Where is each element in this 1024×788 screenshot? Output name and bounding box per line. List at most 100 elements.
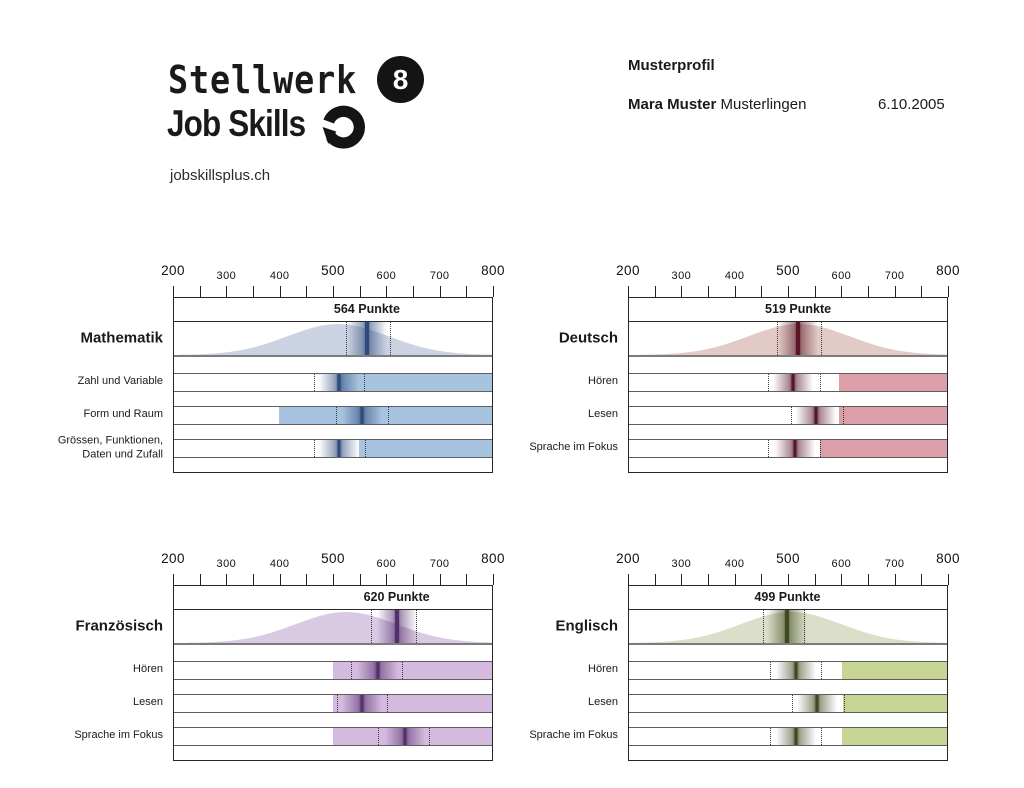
confidence-upper-line [402, 662, 404, 679]
axis-ticks [628, 286, 949, 297]
score-line [791, 374, 795, 391]
label-gutter: Deutsch Hören Lesen Sprache im Fokus [508, 297, 620, 473]
skill-bar-row [629, 727, 947, 746]
badge-8-label: 8 [392, 63, 409, 95]
skill-bar-row [174, 373, 492, 392]
confidence-upper-line [387, 407, 389, 424]
axis-tick-label: 200 [161, 551, 185, 566]
spacer [174, 425, 492, 439]
axis-tick-label: 300 [216, 558, 237, 570]
label-gutter: Mathematik Zahl und Variable Form und Ra… [53, 297, 165, 473]
axis-tick-label: 400 [269, 558, 290, 570]
confidence-upper-line [386, 695, 388, 712]
spacer [174, 713, 492, 727]
bell-curve [187, 611, 492, 643]
score-line [360, 695, 364, 712]
chart-box: 519 Punkte [628, 297, 948, 473]
panel-mathematik: Mathematik Zahl und Variable Form und Ra… [53, 262, 504, 473]
spacer [629, 357, 947, 373]
axis-tick-label: 800 [481, 263, 505, 278]
axis-ticks [173, 286, 494, 297]
axis-tick-label: 800 [936, 263, 960, 278]
spacer [629, 392, 947, 406]
score-line [376, 662, 380, 679]
score-line [337, 440, 341, 457]
score-band [337, 374, 492, 391]
skill-label: Sprache im Fokus [74, 729, 163, 742]
confidence-lower-line [336, 695, 338, 712]
score-label: 519 Punkte [765, 302, 832, 316]
spacer [629, 645, 947, 661]
person-line: Mara Muster Musterlingen [628, 96, 806, 113]
distribution-row [629, 322, 947, 357]
confidence-lower-line [777, 322, 779, 355]
axis-tick-label: 400 [269, 270, 290, 282]
skill-bar-row [174, 727, 492, 746]
score-line [364, 322, 369, 355]
score-label: 620 Punkte [363, 590, 430, 604]
confidence-upper-line [415, 610, 417, 643]
skill-label: Form und Raum [83, 408, 163, 421]
score-line [785, 610, 790, 643]
axis-tick-label: 500 [776, 263, 800, 278]
score-line [360, 407, 364, 424]
subject-title: Englisch [555, 617, 618, 635]
spacer [629, 680, 947, 694]
axis-tick-label: 300 [671, 270, 692, 282]
score-header-row: 519 Punkte [629, 298, 947, 322]
skill-bar-row [629, 406, 947, 425]
axis-tick-label: 500 [321, 551, 345, 566]
confidence-lower-line [767, 374, 769, 391]
confidence-upper-line [364, 440, 366, 457]
confidence-lower-line [762, 610, 764, 643]
axis-ticks [173, 574, 494, 585]
skill-bar-row [174, 406, 492, 425]
spacer [174, 680, 492, 694]
panel-deutsch: Deutsch Hören Lesen Sprache im Fokus 200… [508, 262, 959, 473]
skill-label: Sprache im Fokus [529, 729, 618, 742]
person-name: Mara Muster [628, 96, 717, 113]
panel-englisch: Englisch Hören Lesen Sprache im Fokus 20… [508, 550, 959, 761]
confidence-lower-line [351, 662, 353, 679]
skill-label: Zahl und Variable [77, 375, 163, 388]
score-line [337, 374, 341, 391]
subject-title: Deutsch [558, 329, 618, 347]
axis-labels: 200 300 400 500 600 700 800 [161, 262, 504, 286]
score-band [841, 662, 947, 679]
axis-tick-label: 600 [831, 270, 852, 282]
score-line [815, 695, 819, 712]
axis-tick-label: 300 [671, 558, 692, 570]
confidence-upper-line [803, 610, 805, 643]
skill-bar-row [629, 694, 947, 713]
skill-label: Lesen [588, 696, 618, 709]
axis-tick-label: 700 [429, 558, 450, 570]
axis-tick-label: 300 [216, 270, 237, 282]
spacer [174, 645, 492, 661]
distribution-row [629, 610, 947, 645]
skill-label: Hören [588, 663, 618, 676]
axis-tick-label: 700 [884, 270, 905, 282]
axis-tick-label: 700 [884, 558, 905, 570]
score-line [794, 728, 798, 745]
score-line [794, 662, 798, 679]
website-link[interactable]: jobskillsplus.ch [170, 167, 271, 184]
axis-tick-label: 700 [429, 270, 450, 282]
score-line [793, 440, 797, 457]
chart-box: 620 Punkte [173, 585, 493, 761]
panel-franzoesisch: Französisch Hören Lesen Sprache im Fokus… [53, 550, 504, 761]
confidence-lower-line [791, 407, 793, 424]
confidence-lower-line [336, 407, 338, 424]
logo-title: Stellwerk [168, 58, 358, 102]
subject-title: Französisch [75, 617, 163, 635]
skill-label: Lesen [588, 408, 618, 421]
confidence-upper-line [819, 374, 821, 391]
score-band [841, 728, 947, 745]
score-band [819, 440, 947, 457]
confidence-upper-line [820, 322, 822, 355]
confidence-lower-line [791, 695, 793, 712]
spacer [629, 713, 947, 727]
spacer [174, 392, 492, 406]
logo-subtitle: Job Skills [167, 103, 306, 144]
axis-labels: 200 300 400 500 600 700 800 [616, 262, 959, 286]
profile-title: Musterprofil [628, 57, 715, 74]
